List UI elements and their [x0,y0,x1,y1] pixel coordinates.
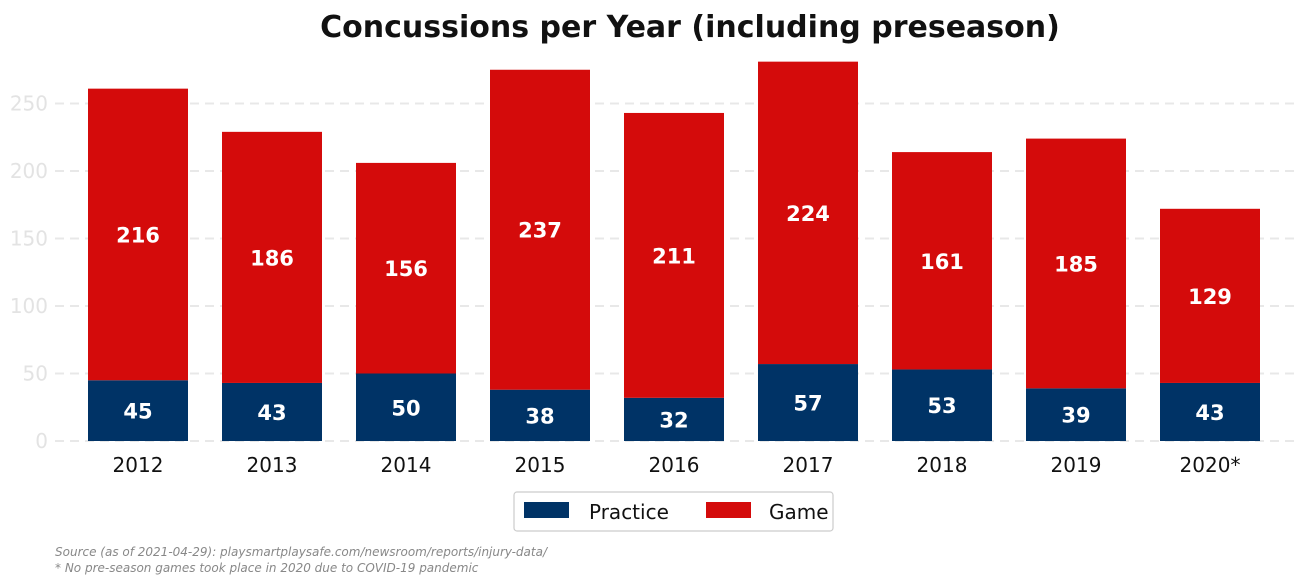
bar-game [1160,208,1260,383]
y-tick-label: 0 [35,429,48,453]
legend-swatch-game [706,502,751,518]
x-tick-label: 2016 [649,453,700,477]
bar-label-game: 161 [920,250,964,274]
bar-practice [624,397,724,441]
legend-label-practice: Practice [589,500,669,524]
y-tick-label: 150 [10,227,48,251]
bar-label-game: 224 [786,202,830,226]
bar-game [88,88,188,381]
legend-label-game: Game [769,500,829,524]
y-tick-label: 200 [10,159,48,183]
bar-label-practice: 43 [257,401,286,425]
legend-swatch-practice [524,502,569,518]
covid-footnote: * No pre-season games took place in 2020… [55,561,479,575]
x-axis-ticks: 2012 2013 2014 2015 2016 2017 2018 2019 2020* [113,453,1241,477]
bar-label-practice: 43 [1195,401,1224,425]
bar-game [892,152,992,370]
bar-practice [892,369,992,441]
bar-label-game: 156 [384,257,428,281]
bar-practice [1026,388,1126,441]
bar-label-game: 129 [1188,285,1232,309]
bar-label-practice: 32 [659,408,688,432]
bar-series [88,61,1260,441]
x-tick-label: 2017 [783,453,834,477]
bar-practice [758,364,858,441]
x-tick-label: 2013 [247,453,298,477]
bar-game [222,131,322,383]
chart-title: Concussions per Year (including preseaso… [320,10,1060,45]
bar-practice [88,380,188,441]
bar-practice [222,382,322,441]
bar-practice [356,373,456,441]
legend: Practice Game [513,491,834,532]
y-tick-label: 250 [10,92,48,116]
bar-value-labels: 45 216 43 186 50 156 38 237 32 211 57 224 53 161 39 185… [116,202,1232,433]
bar-label-game: 211 [652,244,696,268]
x-tick-label: 2020* [1180,453,1241,477]
bar-label-practice: 50 [391,396,420,420]
y-tick-label: 50 [23,362,48,386]
bar-label-practice: 57 [793,392,822,416]
bar-practice [490,389,590,441]
x-tick-label: 2014 [381,453,432,477]
bar-game [624,112,724,398]
x-tick-label: 2012 [113,453,164,477]
bar-game [1026,138,1126,389]
bar-game [356,162,456,374]
bar-label-practice: 39 [1061,404,1090,428]
y-tick-label: 100 [10,294,48,318]
bar-label-game: 185 [1054,252,1098,276]
legend-box [513,491,834,532]
x-tick-label: 2015 [515,453,566,477]
bar-label-practice: 45 [123,400,152,424]
bar-label-practice: 53 [927,394,956,418]
x-tick-label: 2019 [1051,453,1102,477]
y-axis-ticks: 0 50 100 150 200 250 [10,92,48,454]
bar-label-game: 216 [116,223,160,247]
bar-game [758,61,858,365]
bar-label-practice: 38 [525,404,554,428]
source-footnote: Source (as of 2021-04-29): playsmartplay… [55,545,549,559]
bar-label-game: 237 [518,219,562,243]
bar-practice [1160,382,1260,441]
bar-game [490,69,590,390]
bar-label-game: 186 [250,246,294,270]
x-tick-label: 2018 [917,453,968,477]
